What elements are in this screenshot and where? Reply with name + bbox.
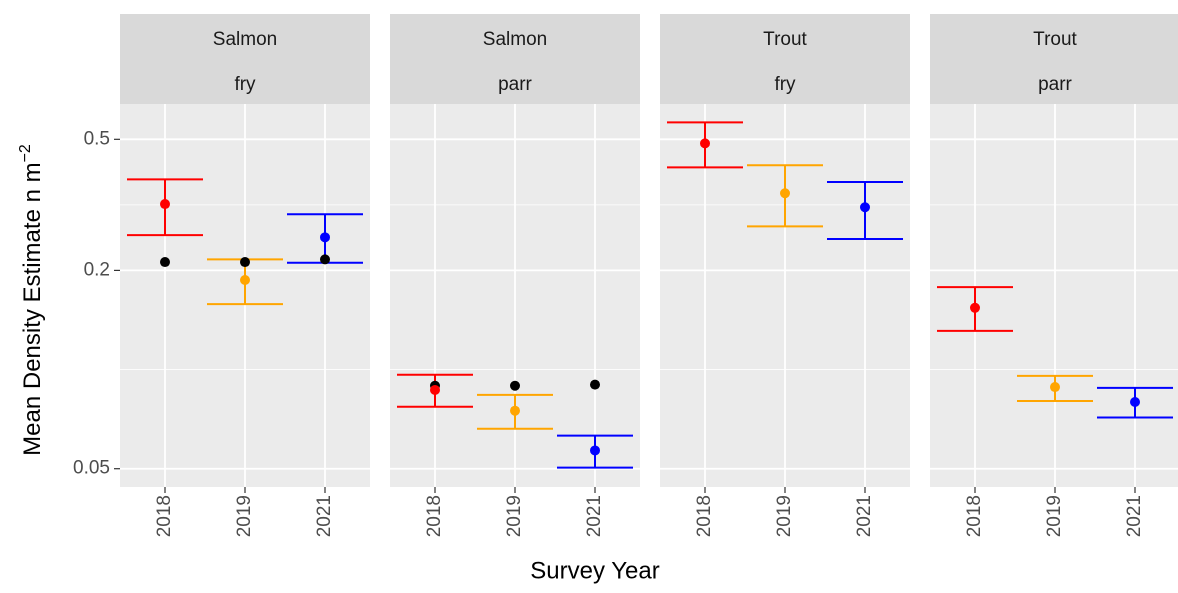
observed-point — [590, 379, 600, 390]
strip — [660, 14, 910, 104]
estimate-point — [320, 232, 330, 243]
observed-point — [240, 257, 250, 268]
y-tick-label: 0.05 — [73, 458, 110, 479]
strip-label: Salmon — [213, 29, 277, 50]
strip-label: parr — [498, 74, 532, 95]
estimate-point — [240, 275, 250, 286]
x-tick-label: 2021 — [314, 495, 335, 537]
strip-label: fry — [234, 74, 256, 95]
observed-point — [320, 254, 330, 265]
strip-label: Trout — [1033, 29, 1077, 50]
y-axis-title-sup: −2 — [17, 144, 34, 162]
observed-point — [510, 380, 520, 391]
x-tick-label: 2018 — [154, 495, 175, 537]
observed-point — [160, 257, 170, 268]
x-tick-label: 2021 — [1124, 495, 1145, 537]
y-tick-label: 0.5 — [84, 128, 110, 149]
x-tick-label: 2019 — [774, 495, 795, 537]
strip — [930, 14, 1178, 104]
strip — [120, 14, 370, 104]
strip-label: parr — [1038, 74, 1072, 95]
y-tick-label: 0.2 — [84, 259, 110, 280]
strip-label: Trout — [763, 29, 807, 50]
strip-label: fry — [774, 74, 796, 95]
x-axis-title: Survey Year — [530, 557, 659, 584]
x-tick-label: 2018 — [964, 495, 985, 537]
strip — [390, 14, 640, 104]
strip-label: Salmon — [483, 29, 547, 50]
x-tick-label: 2021 — [854, 495, 875, 537]
x-tick-label: 2018 — [694, 495, 715, 537]
estimate-point — [430, 384, 440, 395]
x-tick-label: 2021 — [584, 495, 605, 537]
estimate-point — [510, 405, 520, 416]
x-tick-label: 2019 — [1044, 495, 1065, 537]
y-axis-title-text: Mean Density Estimate n m — [19, 162, 46, 455]
estimate-point — [970, 302, 980, 313]
panel-background — [930, 104, 1178, 487]
x-tick-label: 2019 — [234, 495, 255, 537]
estimate-point — [1050, 382, 1060, 393]
estimate-point — [780, 188, 790, 199]
estimate-point — [160, 199, 170, 210]
x-tick-label: 2018 — [424, 495, 445, 537]
x-tick-label: 2019 — [504, 495, 525, 537]
y-axis-title: Mean Density Estimate n m−2 — [17, 144, 47, 456]
estimate-point — [860, 202, 870, 213]
estimate-point — [1130, 397, 1140, 408]
estimate-point — [700, 138, 710, 149]
estimate-point — [590, 445, 600, 456]
